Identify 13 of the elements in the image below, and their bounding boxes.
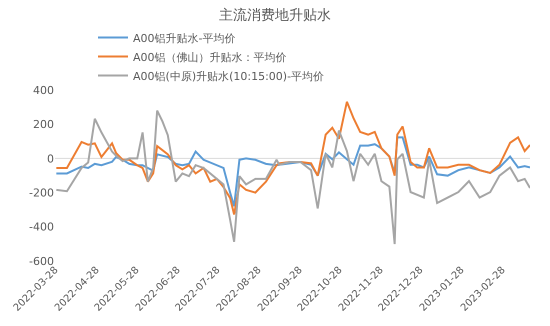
y-tick-label: 200 [33,118,54,132]
legend-label: A00铝（佛山）升贴水：平均价 [133,50,287,64]
y-tick-label: 400 [33,84,54,97]
line-series [55,100,530,216]
legend-label: A00铝(中原)升贴水(10:15:00)-平均价 [133,70,324,83]
y-tick-label: -400 [29,220,54,234]
chart-title: 主流消费地升贴水 [219,8,331,24]
line-series [55,136,530,208]
y-tick-label: 0 [47,152,54,166]
y-tick-label: -200 [29,186,54,200]
line-series [55,110,530,246]
y-tick-label: -600 [29,254,54,268]
legend-label: A00铝升贴水-平均价 [133,32,236,45]
